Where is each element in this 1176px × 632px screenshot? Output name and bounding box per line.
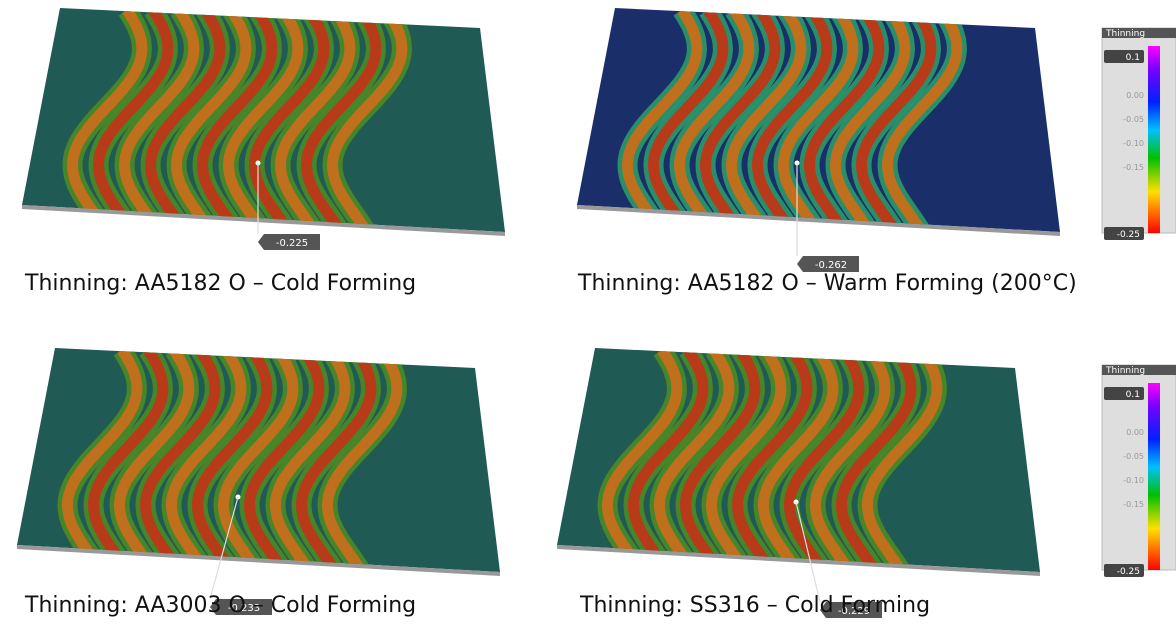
panel-caption: Thinning: AA5182 O – Cold Forming xyxy=(24,271,416,296)
simulation-panel: -0.225 xyxy=(22,8,505,250)
color-legend: Thinning 0.1 0.00 -0.05 -0.10 -0.15 -0.25 xyxy=(1102,365,1176,577)
legend-tick: -0.10 xyxy=(1123,139,1144,148)
color-legend: Thinning 0.1 0.00 -0.05 -0.10 -0.15 -0.25 xyxy=(1102,28,1176,240)
probe-value: -0.262 xyxy=(815,260,847,271)
panel-caption: Thinning: AA3003 O – Cold Forming xyxy=(24,593,416,618)
legend-tick: -0.05 xyxy=(1123,115,1144,124)
legend-tick: 0.00 xyxy=(1126,91,1144,100)
legend-tick: -0.15 xyxy=(1123,163,1144,172)
simulation-panel: -0.229 xyxy=(557,348,1040,618)
panel-caption: Thinning: SS316 – Cold Forming xyxy=(579,593,930,618)
legend-max: 0.1 xyxy=(1126,390,1140,400)
legend-tick: -0.05 xyxy=(1123,452,1144,461)
panel-caption: Thinning: AA5182 O – Warm Forming (200°C… xyxy=(577,271,1077,296)
legend-tick: 0.00 xyxy=(1126,428,1144,437)
color-bar xyxy=(1148,46,1160,233)
color-bar xyxy=(1148,383,1160,570)
legend-min: -0.25 xyxy=(1117,567,1140,577)
legend-min: -0.25 xyxy=(1117,230,1140,240)
legend-tick: -0.15 xyxy=(1123,500,1144,509)
legend-title: Thinning xyxy=(1105,366,1145,376)
legend-max: 0.1 xyxy=(1126,53,1140,63)
legend-title: Thinning xyxy=(1105,29,1145,39)
legend-tick: -0.10 xyxy=(1123,476,1144,485)
probe-value: -0.225 xyxy=(276,238,308,249)
simulation-panel: -0.233 xyxy=(17,348,500,615)
simulation-panel: -0.262 xyxy=(577,8,1060,272)
figure: -0.225 Thinning: AA5182 O – Cold Forming -… xyxy=(0,0,1176,632)
